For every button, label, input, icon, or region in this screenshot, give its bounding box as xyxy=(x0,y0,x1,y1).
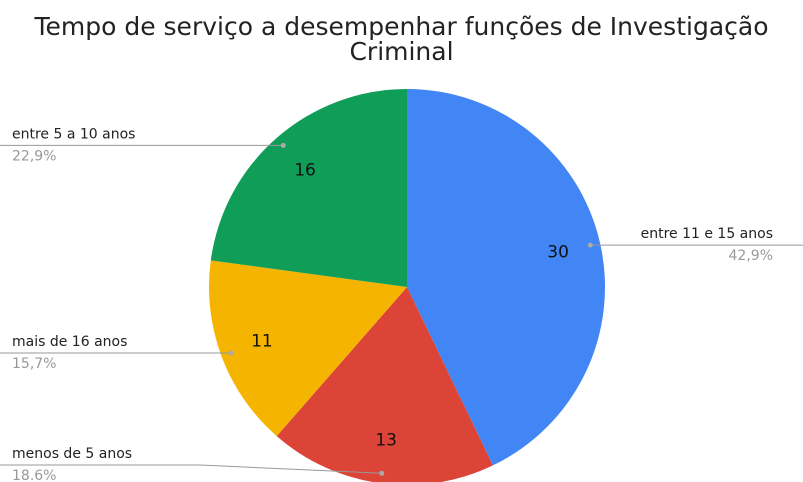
chart-title: Tempo de serviço a desempenhar funções d… xyxy=(34,12,769,66)
legend-label: entre 5 a 10 anos xyxy=(12,126,135,142)
legend-label: mais de 16 anos xyxy=(12,334,127,350)
percent-label: 18.6% xyxy=(12,468,56,482)
pie-slice xyxy=(210,89,407,287)
legend-label: menos de 5 anos xyxy=(12,446,132,462)
leader-dot xyxy=(280,142,286,148)
percent-label: 15,7% xyxy=(12,356,56,372)
slice-value-label: 11 xyxy=(251,331,273,351)
leader-line xyxy=(0,464,382,474)
percent-label: 22,9% xyxy=(12,148,56,164)
slice-value-label: 13 xyxy=(375,431,397,451)
pie-slice xyxy=(407,89,605,466)
pie-slice xyxy=(209,260,407,437)
leader-dot xyxy=(587,242,593,248)
pie-slice xyxy=(276,287,493,482)
slice-value-label: 16 xyxy=(294,160,316,180)
slice-value-label: 30 xyxy=(547,243,569,263)
leader-dot xyxy=(379,470,385,476)
leader-dot xyxy=(228,350,234,356)
percent-label: 42,9% xyxy=(729,248,773,264)
legend-label: entre 11 e 15 anos xyxy=(641,226,773,242)
